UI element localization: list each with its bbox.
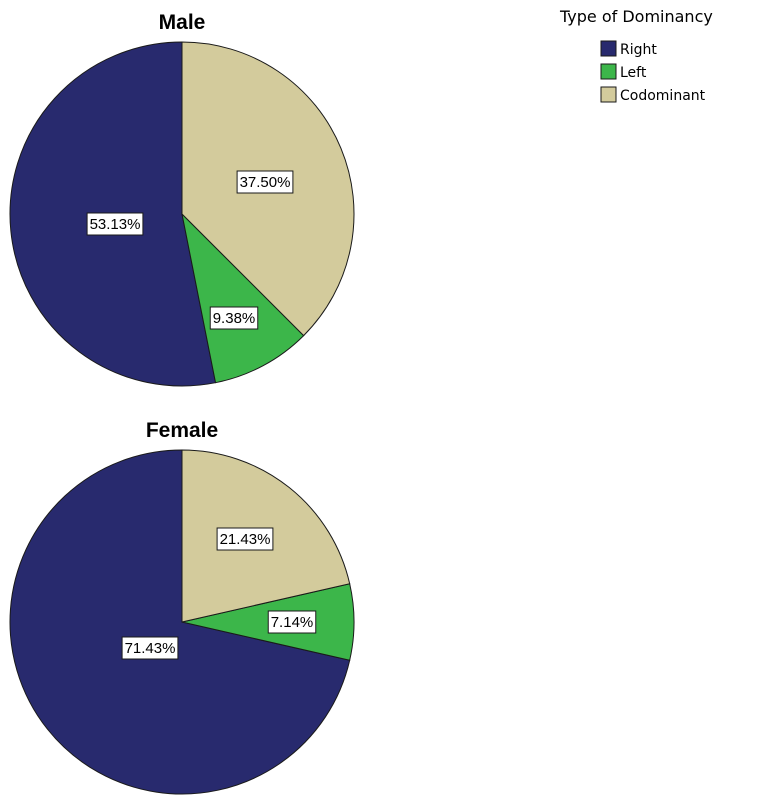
legend: Type of Dominancy Right Left Codominant (559, 7, 713, 104)
data-label: 71.43% (121, 636, 179, 660)
data-label-text: 9.38% (213, 310, 256, 327)
data-label-box (216, 527, 274, 551)
data-label-box (209, 306, 259, 330)
data-label: 53.13% (86, 212, 144, 236)
data-label-text: 71.43% (125, 640, 176, 657)
legend-title: Type of Dominancy (559, 7, 713, 26)
legend-item-codominant: Codominant (600, 86, 706, 104)
data-label-box (121, 636, 179, 660)
data-label-box (236, 170, 294, 194)
pie-slice-right (9, 449, 351, 795)
data-label-text: 7.14% (271, 614, 314, 631)
legend-label: Codominant (620, 88, 706, 104)
data-label: 37.50% (236, 170, 294, 194)
pie-male: Male 53.13% 9.38% 37.50% (9, 11, 355, 387)
pie-title: Female (146, 419, 218, 442)
legend-label: Right (620, 42, 657, 58)
pie-female: Female 71.43% 7.14% 21.43% (9, 419, 355, 795)
legend-label: Left (620, 65, 647, 81)
data-label-text: 53.13% (90, 216, 141, 233)
legend-items: Right Left Codominant (600, 40, 706, 104)
legend-swatch (600, 63, 617, 80)
data-label-text: 21.43% (220, 531, 271, 548)
pie-slice-left (181, 212, 305, 384)
data-label-box (267, 610, 317, 634)
legend-item-right: Right (600, 40, 657, 58)
data-label: 7.14% (267, 610, 317, 634)
data-label: 9.38% (209, 306, 259, 330)
pies-group: Male 53.13% 9.38% 37.50% Female 71.43% 7.14% 21… (9, 11, 355, 795)
data-label-box (86, 212, 144, 236)
data-label: 21.43% (216, 527, 274, 551)
legend-item-left: Left (600, 63, 647, 81)
legend-swatch (600, 40, 617, 57)
legend-swatch (600, 86, 617, 103)
pie-title: Male (159, 11, 206, 34)
data-label-text: 37.50% (240, 174, 291, 191)
